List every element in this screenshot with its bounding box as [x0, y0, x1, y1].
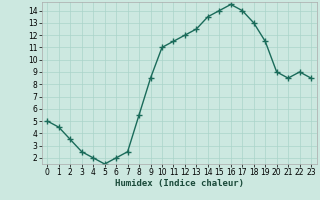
X-axis label: Humidex (Indice chaleur): Humidex (Indice chaleur) [115, 179, 244, 188]
